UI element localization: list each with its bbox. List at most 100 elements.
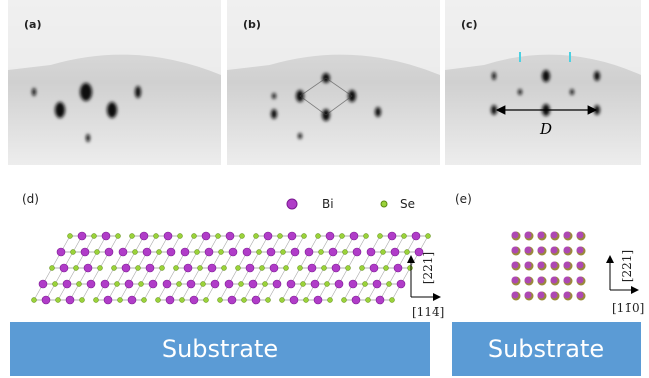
se-atom — [304, 298, 309, 303]
se-atom — [174, 266, 179, 271]
bi-atom — [551, 247, 558, 254]
panel-label: (d) — [22, 192, 39, 206]
bi-atom — [394, 264, 402, 272]
bi-atom — [264, 232, 272, 240]
bi-atom — [332, 264, 340, 272]
se-atom — [280, 298, 285, 303]
se-atom — [77, 282, 82, 287]
se-atom — [319, 250, 324, 255]
bi-atom — [163, 280, 171, 288]
se-atom — [381, 250, 386, 255]
bi-atom — [564, 277, 571, 284]
bi-atom — [311, 280, 319, 288]
crystal-structure — [32, 232, 431, 304]
se-atom — [198, 266, 203, 271]
bi-atom — [273, 280, 281, 288]
bi-atom — [564, 232, 571, 239]
bi-atom — [63, 280, 71, 288]
bi-atom — [412, 232, 420, 240]
bi-atom — [181, 248, 189, 256]
bi-atom — [551, 277, 558, 284]
bi-atom — [525, 262, 532, 269]
distance-label: D — [539, 120, 552, 138]
se-atom — [260, 266, 265, 271]
diffraction-spot — [55, 102, 65, 118]
se-atom — [240, 234, 245, 239]
bi-atom — [104, 296, 112, 304]
se-atom — [281, 250, 286, 255]
se-atom — [266, 298, 271, 303]
bi-atom — [329, 248, 337, 256]
bi-atom — [353, 248, 361, 256]
se-atom — [239, 282, 244, 287]
se-atom — [201, 282, 206, 287]
se-atom — [402, 234, 407, 239]
bi-atom — [367, 248, 375, 256]
se-atom — [302, 234, 307, 239]
bi-atom — [388, 232, 396, 240]
se-atom — [178, 234, 183, 239]
bi-atom — [125, 280, 133, 288]
bi-atom — [102, 232, 110, 240]
figure: (a)(b)(c)D (d) Bi Se [221] [114̄] Substr… — [0, 0, 649, 378]
se-atom — [405, 250, 410, 255]
bi-atom — [164, 232, 172, 240]
se-atom — [408, 266, 413, 271]
se-atom — [346, 266, 351, 271]
bi-atom — [60, 264, 68, 272]
se-atom — [218, 298, 223, 303]
diffraction-spot — [492, 72, 496, 80]
bi-atom — [326, 232, 334, 240]
legend-label: Se — [400, 197, 415, 211]
bi-atom — [190, 296, 198, 304]
bi-atom — [226, 232, 234, 240]
se-atom — [133, 250, 138, 255]
se-atom — [222, 266, 227, 271]
bi-atom — [397, 280, 405, 288]
se-atom — [328, 298, 333, 303]
se-atom — [95, 250, 100, 255]
se-atom — [139, 282, 144, 287]
se-legend-marker — [381, 201, 387, 207]
panel-label: (b) — [243, 18, 261, 31]
cross-section-atoms — [512, 232, 586, 301]
bi-atom — [128, 296, 136, 304]
se-atom — [115, 282, 120, 287]
bi-atom — [267, 248, 275, 256]
diffraction-spot — [107, 102, 117, 118]
se-atom — [387, 282, 392, 287]
se-atom — [80, 298, 85, 303]
se-atom — [219, 250, 224, 255]
se-atom — [180, 298, 185, 303]
se-atom — [142, 298, 147, 303]
bi-atom — [370, 264, 378, 272]
bi-atom — [538, 262, 545, 269]
bi-atom — [512, 277, 519, 284]
bi-atom — [122, 264, 130, 272]
bi-atom — [350, 232, 358, 240]
bi-atom — [287, 280, 295, 288]
bi-atom — [349, 280, 357, 288]
bi-atom — [525, 292, 532, 299]
se-atom — [116, 234, 121, 239]
se-atom — [136, 266, 141, 271]
substrate-label: Substrate — [488, 335, 604, 363]
se-atom — [242, 298, 247, 303]
se-atom — [343, 250, 348, 255]
diffraction-spot — [491, 105, 497, 115]
bi-atom — [211, 280, 219, 288]
se-atom — [236, 266, 241, 271]
panel-label: (e) — [455, 192, 472, 206]
se-atom — [32, 298, 37, 303]
bi-atom — [149, 280, 157, 288]
bi-atom — [352, 296, 360, 304]
se-atom — [157, 250, 162, 255]
diffraction-spot — [86, 134, 90, 142]
axis-label: [114̄] — [412, 305, 444, 319]
se-atom — [53, 282, 58, 287]
se-atom — [94, 298, 99, 303]
bi-legend-marker — [287, 199, 297, 209]
bi-atom — [270, 264, 278, 272]
se-atom — [363, 282, 368, 287]
se-atom — [74, 266, 79, 271]
